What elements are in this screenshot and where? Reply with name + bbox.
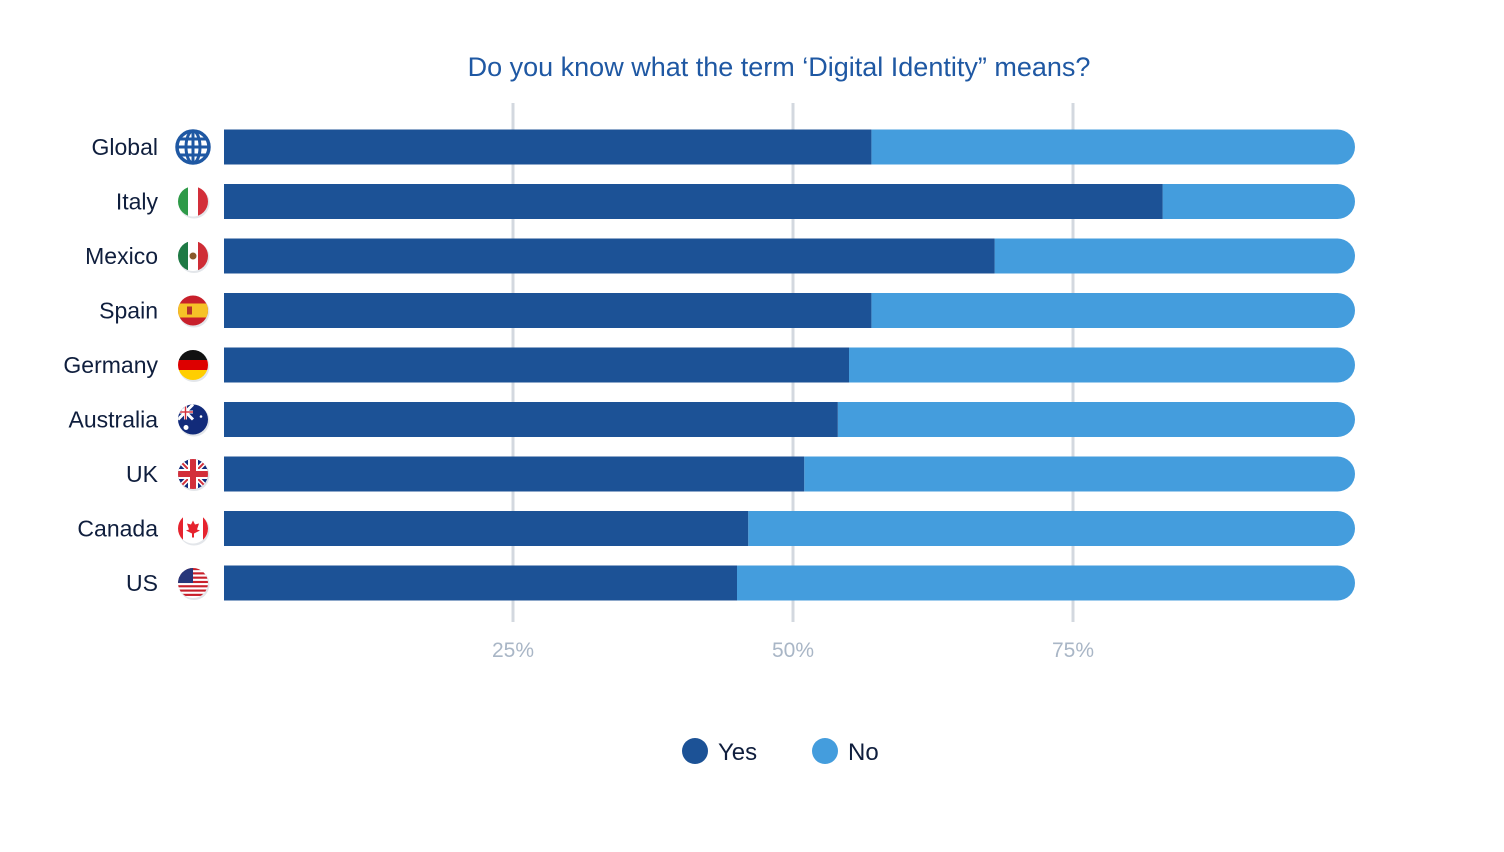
bar-no [849,347,1355,383]
legend-swatch [682,738,708,764]
x-tick-label: 50% [772,639,814,662]
bar-row [224,293,1355,328]
globe-icon [175,129,211,165]
category-label: Global [92,134,158,160]
bar-row [224,184,1355,219]
spain-flag-icon [178,295,210,328]
germany-flag-icon [178,350,210,382]
category-label: Mexico [85,243,158,269]
bar-yes [224,456,805,492]
category-label: Spain [99,298,158,324]
canada-flag-icon [178,513,210,546]
bar-no [871,129,1355,165]
bar-no [748,511,1355,546]
bar-no [994,238,1355,274]
bar-row [224,402,1355,437]
bar-row [224,238,1355,274]
bar-row [224,511,1355,546]
legend-swatch [812,738,838,764]
mexico-flag-icon [178,241,210,273]
bar-yes [224,511,749,546]
bar-row [224,129,1355,165]
bar-yes [224,347,849,383]
x-tick-label: 25% [492,639,534,662]
italy-flag-icon [178,186,210,219]
bar-row [224,347,1355,383]
legend-label: Yes [718,739,757,766]
chart-title: Do you know what the term ‘Digital Ident… [468,52,1091,82]
category-label: Canada [77,516,158,542]
bar-no [804,456,1355,492]
bar-yes [224,565,737,601]
category-label: Australia [69,407,159,433]
category-label: Germany [63,352,158,378]
bar-yes [224,238,995,274]
bar-yes [224,293,872,328]
legend-item-no: No [812,738,879,766]
legend-item-yes: Yes [682,738,757,766]
category-label: Italy [116,189,159,215]
australia-flag-icon [178,404,210,437]
category-label: UK [126,461,159,487]
category-label: US [126,570,158,596]
us-flag-icon [178,568,210,600]
bar-no [737,565,1355,601]
bar-yes [224,402,838,437]
legend-label: No [848,739,879,766]
uk-flag-icon [178,459,210,491]
bar-row [224,456,1355,492]
bar-yes [224,184,1163,219]
bar-no [837,402,1355,437]
bar-row [224,565,1355,601]
bar-no [871,293,1355,328]
x-tick-label: 75% [1052,639,1094,662]
bar-no [1162,184,1355,219]
bar-yes [224,129,872,165]
